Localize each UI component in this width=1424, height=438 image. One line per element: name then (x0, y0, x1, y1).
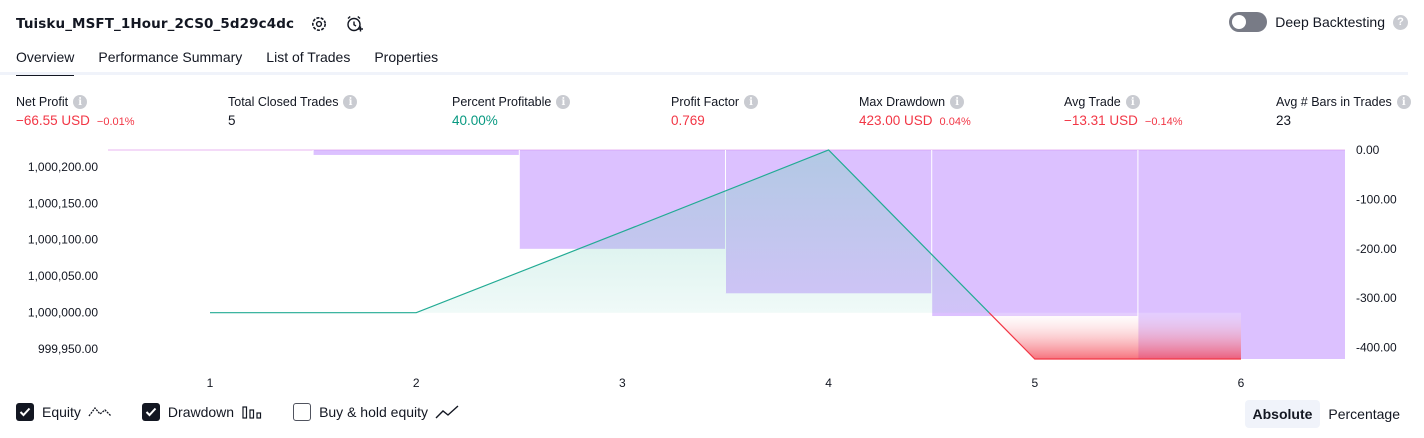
equity-checkbox[interactable] (16, 403, 34, 421)
stat-value: 5 (228, 113, 236, 128)
right-axis-tick: 0.00 (1356, 143, 1380, 157)
stat-value: 23 (1276, 113, 1292, 128)
equity-profit-area (210, 150, 990, 313)
x-axis-tick: 1 (207, 376, 214, 390)
stat-avg-bars-in-trades: Avg # Bars in Trades i 23 (1276, 94, 1411, 128)
info-icon[interactable]: i (556, 95, 571, 109)
equity-loss-area (989, 312, 1241, 359)
strategy-header: Tuisku_MSFT_1Hour_2CS0_5d29c4dc (16, 10, 366, 38)
stat-label: Net Profit (16, 95, 69, 109)
tabs-divider (0, 72, 1408, 75)
stat-label: Total Closed Trades (228, 95, 339, 109)
x-axis-tick: 6 (1238, 376, 1245, 390)
stat-label: Profit Factor (671, 95, 740, 109)
left-axis-tick: 1,000,150.00 (28, 196, 98, 210)
drawdown-checkbox[interactable] (141, 403, 160, 421)
stat-avg-trade: Avg Trade i −13.31 USD −0.14% (1064, 94, 1183, 128)
equity-line-profit (210, 149, 990, 314)
help-icon[interactable]: ? (1393, 14, 1408, 30)
absolute-button[interactable]: Absolute (1244, 400, 1321, 428)
right-axis-tick: -100.00 (1356, 192, 1397, 206)
left-axis-tick: 999,950.00 (38, 342, 98, 356)
stat-label: Percent Profitable (452, 95, 552, 109)
info-icon[interactable]: i (73, 95, 88, 109)
settings-gear-icon[interactable] (308, 13, 330, 35)
info-icon[interactable]: i (1396, 95, 1411, 109)
equity-line-loss (988, 312, 1241, 360)
stat-percent-profitable: Percent Profitable i 40.00% (452, 94, 571, 128)
buy-hold-checkbox[interactable] (293, 403, 312, 421)
tab-bar: Overview Performance Summary List of Tra… (16, 46, 438, 76)
deep-backtesting-toggle[interactable] (1229, 12, 1268, 32)
drawdown-bar (313, 150, 520, 155)
value-mode-switch: Absolute Percentage (1244, 400, 1409, 428)
stat-label: Avg # Bars in Trades (1276, 95, 1392, 109)
equity-drawdown-chart[interactable]: 1,000,200.00 1,000,150.00 1,000,100.00 1,00… (0, 140, 1424, 396)
x-axis-tick: 4 (825, 376, 832, 390)
drawdown-bar (931, 150, 1138, 317)
deep-backtesting-label: Deep Backtesting (1275, 14, 1385, 30)
stat-percent: −0.01% (96, 116, 135, 128)
right-axis-tick: -300.00 (1356, 291, 1397, 305)
right-axis-tick: -200.00 (1356, 242, 1397, 256)
left-axis-tick: 1,000,000.00 (28, 306, 98, 320)
stat-label: Max Drawdown (859, 95, 946, 109)
legend-label: Buy & hold equity (319, 404, 429, 420)
stat-value: −66.55 USD (16, 113, 90, 128)
stat-label: Avg Trade (1064, 95, 1121, 109)
info-icon[interactable]: i (744, 95, 759, 109)
stats-row: Net Profit i −66.55 USD −0.01% Total Close… (0, 94, 1424, 134)
stat-profit-factor: Profit Factor i 0.769 (671, 94, 759, 128)
right-axis-tick: -400.00 (1356, 341, 1397, 355)
stat-total-closed-trades: Total Closed Trades i 5 (228, 94, 358, 128)
stat-percent: −0.14% (1144, 116, 1183, 128)
left-axis-tick: 1,000,100.00 (28, 233, 98, 247)
stat-value: 423.00 USD (859, 113, 933, 128)
legend-label: Drawdown (167, 404, 235, 420)
chart-legend: Equity Drawdown Buy & hold equity (16, 403, 489, 421)
legend-equity[interactable]: Equity (16, 403, 112, 421)
info-icon[interactable]: i (343, 95, 358, 109)
left-axis-tick: 1,000,200.00 (28, 160, 98, 174)
add-alert-clock-icon[interactable] (344, 13, 366, 35)
stat-percent: 0.04% (939, 116, 971, 128)
stat-value: 0.769 (671, 113, 705, 128)
strategy-title: Tuisku_MSFT_1Hour_2CS0_5d29c4dc (16, 16, 295, 32)
x-axis-tick: 5 (1031, 376, 1038, 390)
left-axis-tick: 1,000,050.00 (28, 269, 98, 283)
legend-label: Equity (42, 404, 81, 420)
percentage-button[interactable]: Percentage (1328, 406, 1400, 422)
legend-buy-hold[interactable]: Buy & hold equity (293, 403, 459, 421)
stat-value: −13.31 USD (1064, 113, 1138, 128)
tab-performance-summary[interactable]: Performance Summary (98, 49, 243, 65)
tab-list-of-trades[interactable]: List of Trades (266, 49, 351, 65)
toggle-knob (1232, 15, 1247, 29)
stat-value: 40.00% (452, 113, 498, 128)
legend-drawdown[interactable]: Drawdown (141, 403, 263, 421)
stat-max-drawdown: Max Drawdown i 423.00 USD 0.04% (859, 94, 971, 128)
info-icon[interactable]: i (1125, 95, 1140, 109)
stat-net-profit: Net Profit i −66.55 USD −0.01% (16, 94, 135, 128)
info-icon[interactable]: i (950, 95, 965, 109)
drawdown-bars-icon (241, 404, 263, 420)
deep-backtesting-control: Deep Backtesting ? (1229, 12, 1408, 32)
x-axis-tick: 3 (619, 376, 626, 390)
equity-line-icon (88, 404, 112, 420)
buy-hold-line-icon (435, 404, 459, 420)
x-axis-tick: 2 (413, 376, 420, 390)
tab-properties[interactable]: Properties (374, 49, 439, 65)
